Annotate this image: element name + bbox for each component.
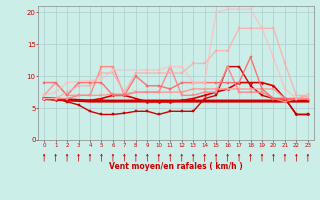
- X-axis label: Vent moyen/en rafales ( km/h ): Vent moyen/en rafales ( km/h ): [109, 162, 243, 171]
